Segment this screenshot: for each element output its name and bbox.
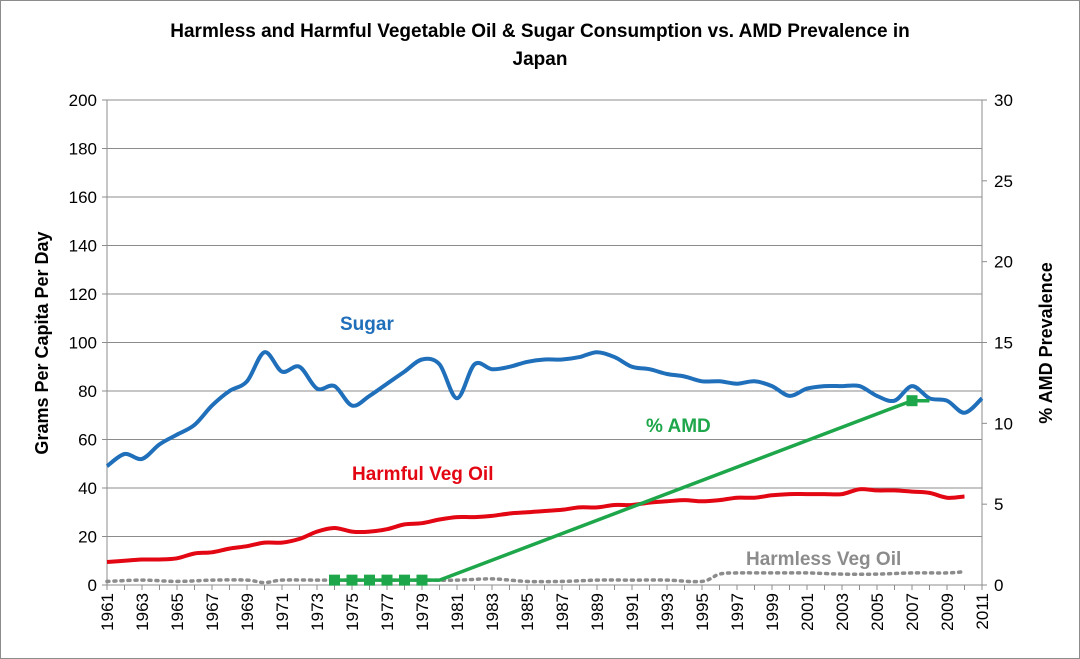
x-tick-label: 1963	[133, 593, 152, 631]
amd-point-marker	[399, 574, 410, 586]
amd-point-marker	[906, 395, 918, 407]
chart-title-line-2: Japan	[512, 49, 568, 70]
y-right-tick-label: 25	[994, 172, 1013, 191]
series-line-harmless-veg-oil	[105, 569, 967, 585]
x-tick-label: 1975	[343, 593, 362, 631]
y-axis-right-title: % AMD Prevalence	[1036, 262, 1056, 423]
x-tick-label: 1989	[588, 593, 607, 631]
amd-point-marker	[381, 574, 393, 586]
chart-title: Harmless and Harmful Vegetable Oil & Sug…	[130, 18, 950, 74]
y-axis-left-title: Grams Per Capita Per Day	[32, 231, 52, 454]
y-left-tick-label: 0	[88, 576, 97, 595]
amd-point-marker	[329, 574, 340, 586]
y-left-tick-label: 80	[78, 382, 97, 401]
amd-point-marker	[346, 574, 358, 586]
amd-point-marker	[364, 574, 375, 586]
x-tick-label: 1993	[658, 593, 677, 631]
gridlines	[107, 99, 982, 537]
y-right-tick-label: 30	[994, 91, 1013, 110]
x-tick-label: 2011	[973, 593, 992, 630]
y-right-tick-label: 15	[994, 334, 1013, 353]
x-tick-label: 1997	[728, 593, 747, 631]
axes: 0 20 40 60 80 100 120 140 160 180 200 0 5 10 15 20 25 30 1…	[69, 91, 1013, 631]
x-tick-label: 1995	[693, 593, 712, 631]
x-tick-label: 1973	[308, 593, 327, 631]
x-tick-label: 1979	[413, 593, 432, 631]
series-label-sugar: Sugar	[340, 314, 394, 335]
x-tick-label: 1977	[378, 593, 397, 631]
x-tick-label: 2009	[938, 593, 957, 631]
series-labels: Sugar Harmful Veg Oil Harmless Veg Oil %…	[340, 314, 901, 570]
y-left-tick-label: 20	[78, 528, 97, 547]
y-left-tick-label: 60	[78, 431, 97, 450]
series-line-sugar	[105, 350, 984, 468]
x-tick-label: 1971	[273, 593, 292, 631]
series-label-amd: % AMD	[646, 416, 711, 437]
x-tick-label: 1967	[203, 593, 222, 631]
x-tick-label: 1969	[238, 593, 257, 631]
y-right-tick-label: 5	[994, 495, 1003, 514]
x-tick-label: 1965	[168, 593, 187, 631]
x-tick-label: 1961	[98, 593, 117, 631]
y-left-tick-label: 160	[69, 188, 97, 207]
x-tick-label: 1981	[448, 593, 467, 631]
y-left-tick-label: 120	[69, 285, 97, 304]
x-tick-label: 1991	[623, 593, 642, 631]
amd-point-marker	[416, 574, 428, 586]
x-tick-label: 1983	[483, 593, 502, 631]
y-left-tick-label: 140	[69, 237, 97, 256]
chart-title-line-1: Harmless and Harmful Vegetable Oil & Sug…	[170, 21, 910, 42]
series-layer	[105, 350, 984, 586]
x-tick-label: 2005	[868, 593, 887, 631]
axis-titles: Grams Per Capita Per Day % AMD Prevalenc…	[32, 231, 1056, 454]
x-tick-label: 1985	[518, 593, 537, 631]
y-left-tick-label: 180	[69, 140, 97, 159]
series-line-harmful-veg-oil	[106, 487, 965, 564]
x-tick-label: 2001	[798, 593, 817, 631]
series-label-harmless-veg-oil: Harmless Veg Oil	[746, 549, 901, 570]
x-tick-label: 1999	[763, 593, 782, 631]
y-left-tick-label: 100	[69, 334, 97, 353]
y-left-tick-label: 40	[78, 479, 97, 498]
x-tick-label: 1987	[553, 593, 572, 631]
x-tick-label: 2007	[903, 593, 922, 631]
y-right-tick-label: 0	[994, 576, 1003, 595]
series-label-harmful-veg-oil: Harmful Veg Oil	[352, 464, 493, 485]
y-right-tick-label: 10	[994, 414, 1013, 433]
x-tick-label: 2003	[833, 593, 852, 631]
y-right-tick-label: 20	[994, 253, 1013, 272]
y-left-tick-label: 200	[69, 91, 97, 110]
